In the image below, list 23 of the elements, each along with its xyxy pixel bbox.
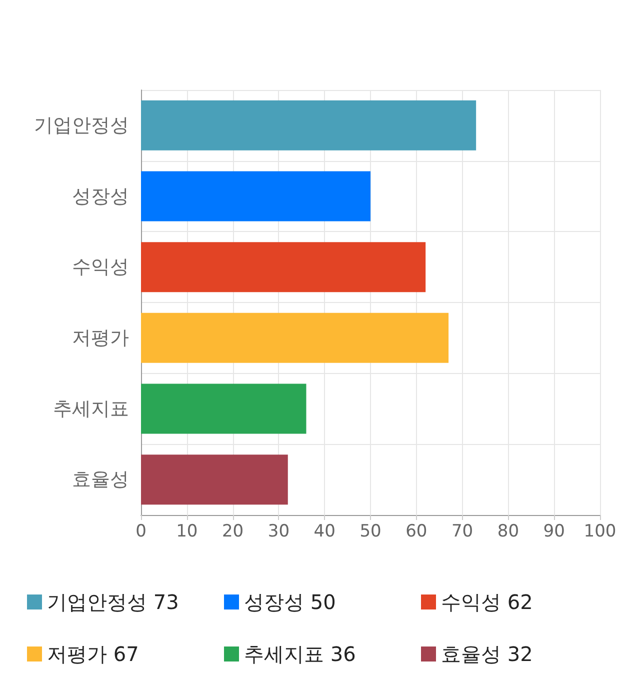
x-tick-label: 20: [222, 522, 244, 542]
x-tick-label: 10: [176, 522, 198, 542]
x-tick-label: 90: [543, 522, 565, 542]
x-tick-label: 80: [497, 522, 520, 542]
legend-label: 효율성 32: [441, 642, 533, 666]
y-tick-label: 성장성: [72, 185, 129, 208]
x-tick-label: 100: [584, 522, 616, 542]
x-tick-label: 50: [360, 522, 382, 542]
y-tick-label: 저평가: [72, 326, 129, 349]
legend-label: 수익성 62: [441, 590, 533, 614]
y-tick-label: 기업안정성: [34, 114, 129, 136]
x-tick-label: 60: [406, 522, 428, 542]
legend-label: 추세지표 36: [244, 642, 356, 666]
x-tick-label: 70: [451, 522, 474, 542]
x-tick-label: 30: [268, 522, 290, 542]
y-tick-label: 추세지표: [53, 398, 129, 420]
x-tick-label: 40: [314, 522, 336, 542]
legend-label: 기업안정성 73: [47, 590, 179, 614]
y-tick-label: 효율성: [72, 468, 129, 491]
legend-label: 저평가 67: [47, 642, 139, 666]
y-tick-label: 수익성: [72, 256, 129, 278]
x-tick-label: 0: [136, 522, 146, 542]
legend-label: 성장성 50: [244, 590, 336, 614]
